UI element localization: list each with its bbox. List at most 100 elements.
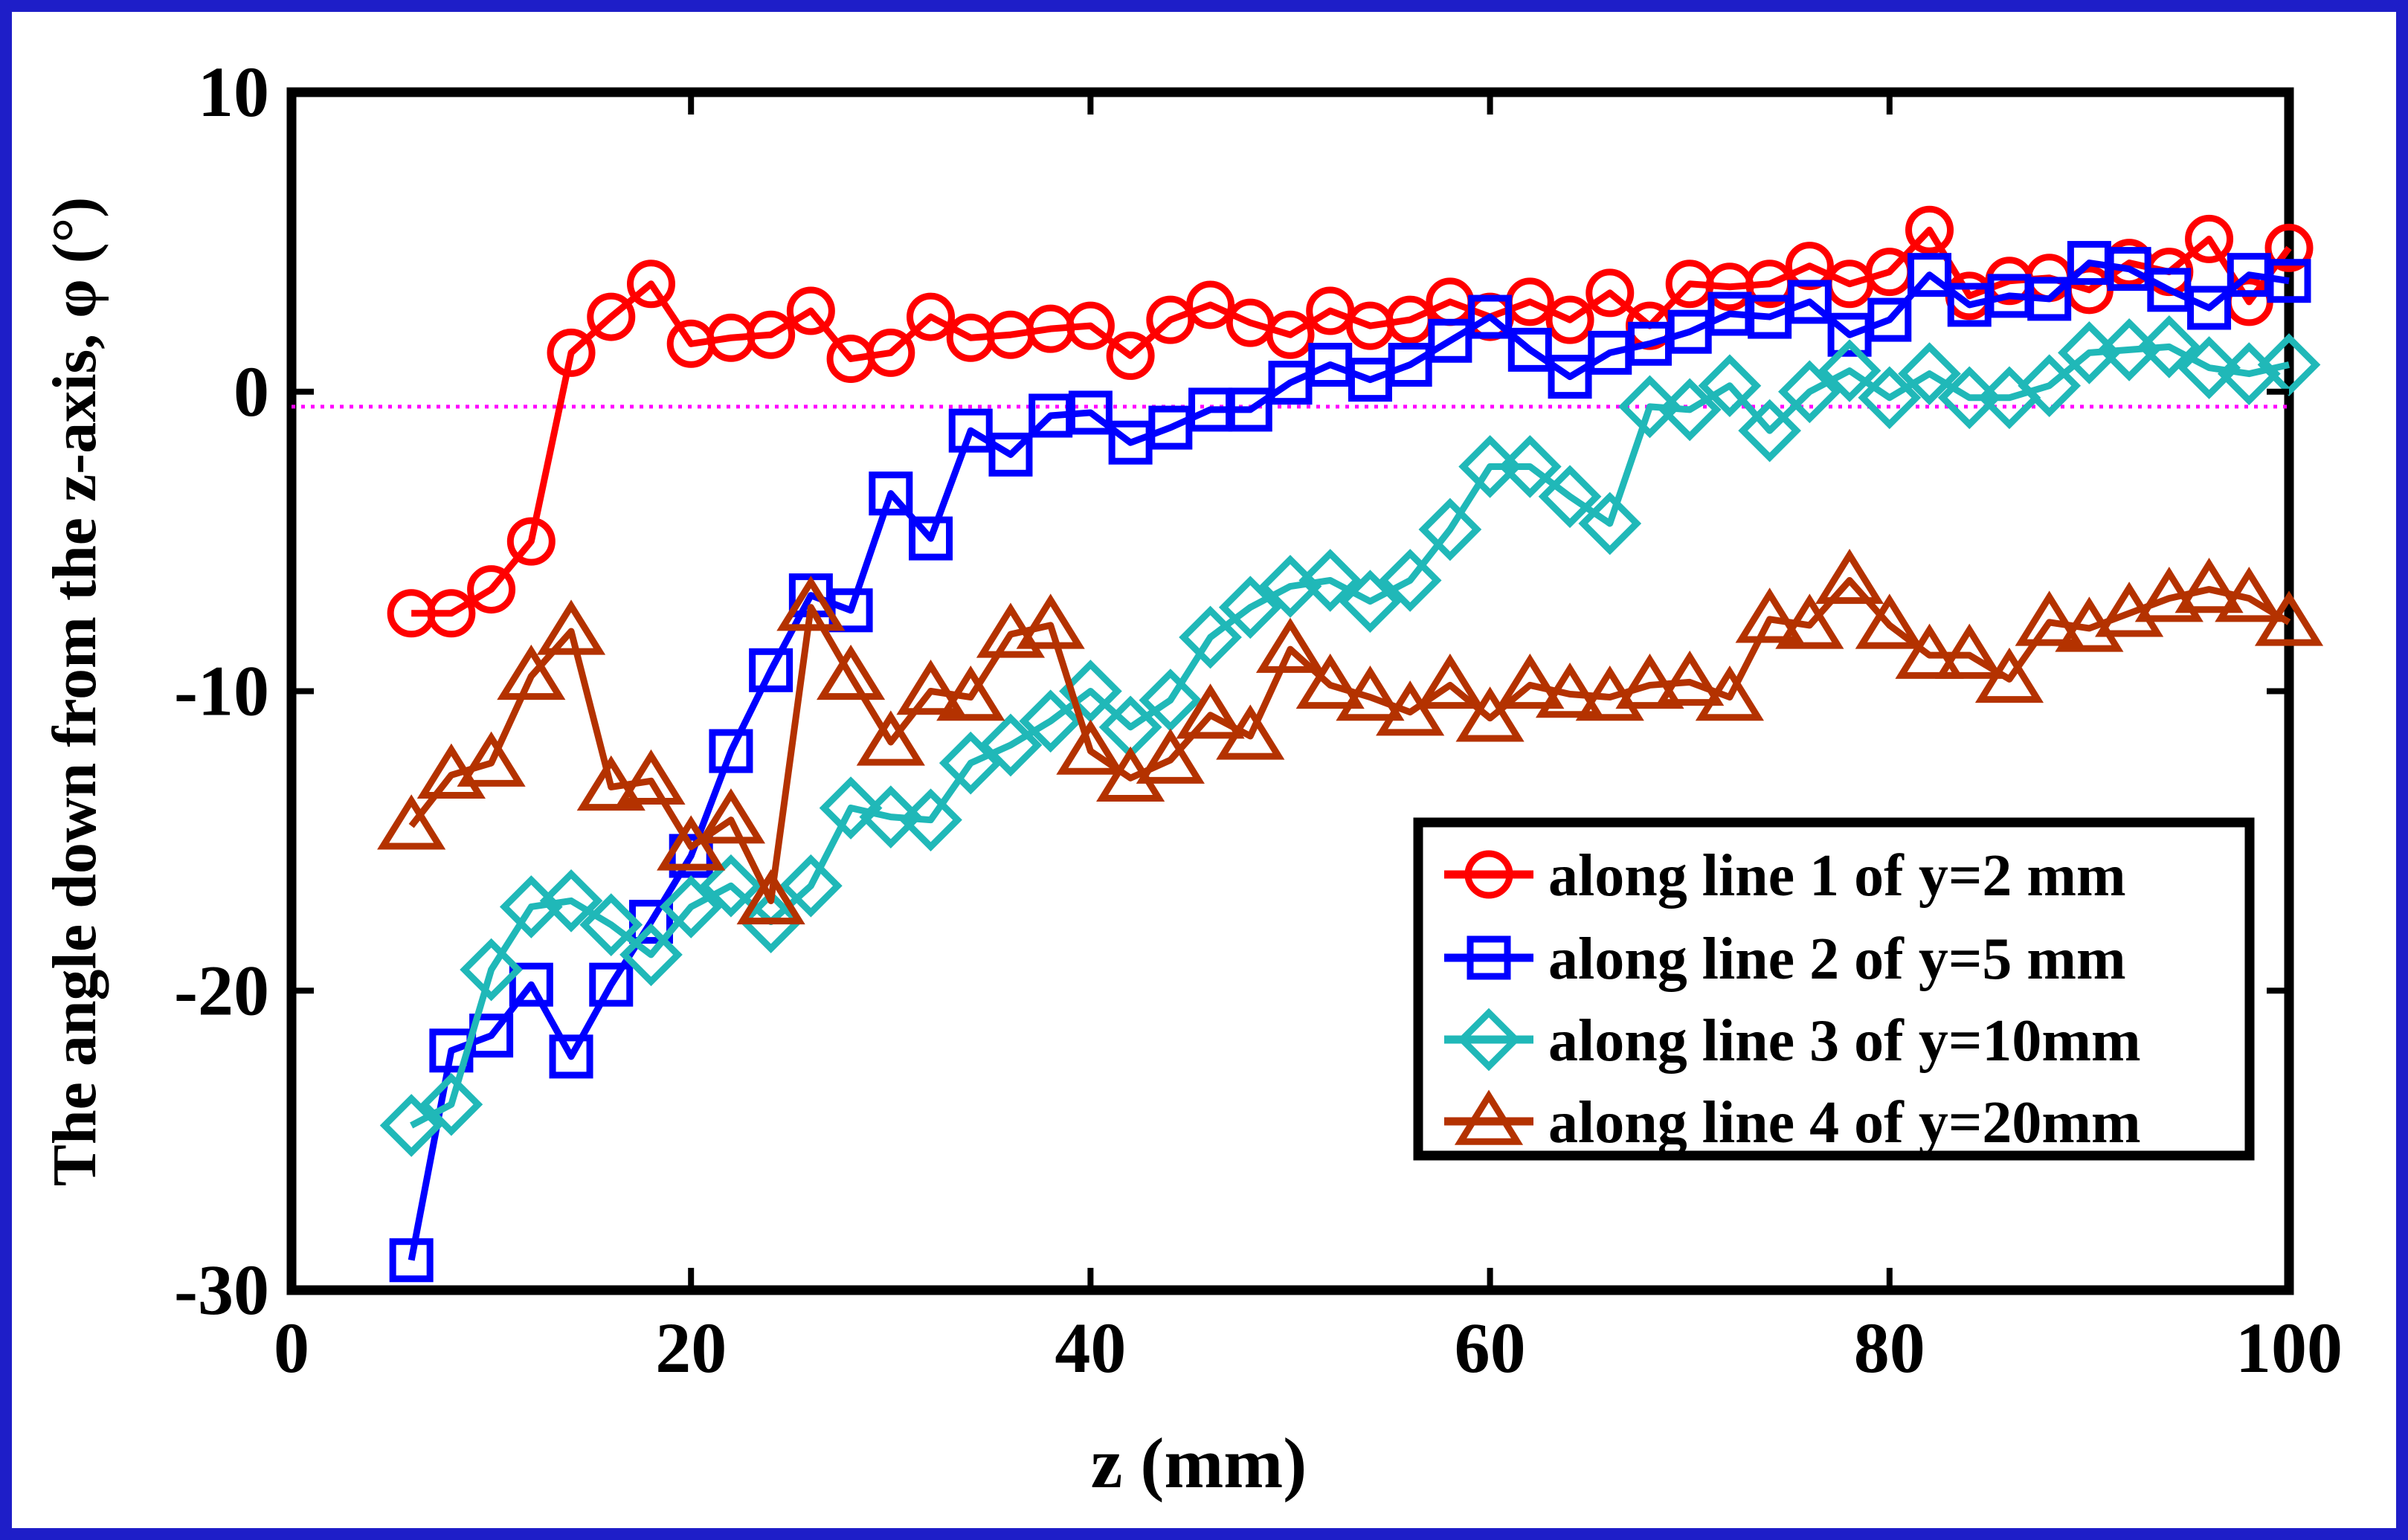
series-layer	[377, 205, 2324, 1283]
series-2-point	[709, 729, 753, 773]
series-3-point	[1418, 497, 1482, 561]
series-4-point	[377, 794, 446, 850]
series-4-point	[696, 788, 766, 844]
series-4-point	[1575, 666, 1644, 721]
series-4-point	[1376, 680, 1445, 736]
series-1-point	[1545, 295, 1594, 344]
series-2-point	[1787, 280, 1832, 324]
series-1-point	[1905, 205, 1954, 254]
series-3-point	[1618, 375, 1681, 439]
series-4-point	[416, 743, 486, 799]
series-2-point	[1548, 355, 1592, 399]
series-4-point	[1935, 623, 2004, 679]
series-2-point	[749, 648, 793, 692]
series-4-point	[1255, 617, 1325, 673]
series-2-point	[909, 516, 953, 561]
series-1-point	[587, 292, 636, 341]
legend-item: along line 4 of y=20mm	[1444, 1089, 2141, 1156]
series-4-point	[2254, 590, 2324, 646]
series-3-point	[1298, 549, 1362, 612]
series-1-point	[786, 286, 835, 335]
series-4-point	[1295, 653, 1365, 709]
series-4-point	[1695, 666, 1765, 721]
series-1-point	[1186, 280, 1235, 329]
series-1-point	[1066, 301, 1115, 350]
series-4-point	[936, 666, 1005, 721]
series-3-point	[899, 788, 962, 852]
series-3-point	[1658, 378, 1722, 442]
series-3-point	[1218, 576, 1282, 639]
series-3-point	[699, 854, 763, 918]
series-2-point	[1228, 387, 1272, 432]
series-2-point	[1428, 318, 1472, 363]
x-tick-label: 100	[2235, 1308, 2343, 1388]
series-4-point	[2174, 558, 2244, 613]
legend-label: along line 4 of y=20mm	[1548, 1090, 2141, 1156]
series-2-point	[2187, 286, 2232, 330]
series-4-point	[1176, 683, 1245, 739]
series-3-point	[1738, 399, 1802, 463]
series-4-point	[976, 602, 1046, 658]
legend-marker	[1454, 1089, 1524, 1145]
series-3	[379, 315, 2321, 1157]
legend-box	[1413, 817, 2255, 1161]
series-3-point	[1378, 549, 1442, 612]
series-4-point	[2215, 567, 2284, 622]
legend: along line 1 of y=2 mm along line 2 of y=…	[1413, 817, 2255, 1161]
series-4-point	[1655, 650, 1725, 706]
series-3-point	[1818, 339, 1881, 402]
series-4-point	[1895, 623, 1964, 679]
series-3-point	[1898, 342, 1961, 405]
series-3-point	[579, 893, 643, 957]
series-3-point	[1019, 689, 1083, 753]
series-3-point	[1858, 366, 1922, 430]
series-3-point	[1498, 435, 1562, 498]
series-3-point	[1179, 605, 1242, 669]
series-1-point	[506, 517, 556, 566]
series-2-point	[389, 1238, 434, 1283]
y-tick-label: -20	[174, 950, 269, 1030]
series-4-point	[1535, 662, 1605, 718]
legend-item: along line 1 of y=2 mm	[1444, 843, 2126, 909]
series-2-point	[589, 962, 634, 1007]
legend-item: along line 2 of y=5 mm	[1444, 927, 2126, 992]
series-3-point	[1139, 668, 1203, 732]
series-1-point	[1266, 310, 1315, 359]
x-axis-label: z (mm)	[1091, 1423, 1307, 1503]
legend-marker	[1464, 850, 1513, 899]
series-4-point	[576, 755, 646, 811]
series-4-point	[816, 644, 886, 700]
series-4-point	[1974, 647, 2044, 703]
series-3-point	[1339, 570, 1402, 634]
series-3-point	[2177, 336, 2241, 399]
series-1-point	[2264, 223, 2314, 272]
series-3-point	[2137, 315, 2201, 378]
series-2-point	[1908, 253, 1952, 297]
series-4	[377, 548, 2324, 925]
series-3-point	[1777, 360, 1841, 424]
series-4-point	[1056, 719, 1125, 775]
x-tick-label: 80	[1854, 1308, 1925, 1388]
series-4-point	[1496, 653, 1565, 709]
series-1-point	[907, 292, 956, 341]
series-4-point	[896, 659, 965, 715]
x-tick-label: 60	[1455, 1308, 1526, 1388]
series-4-point	[657, 815, 726, 871]
series-4-point	[457, 731, 526, 787]
series-1-point	[626, 260, 675, 309]
series-2-point	[2267, 259, 2311, 303]
series-3-point	[859, 785, 923, 849]
series-3-point	[1059, 660, 1122, 723]
tick-layer: 0 20 40 60 80 100 -30 -20 -10 0 10	[174, 52, 2343, 1388]
series-1-point	[427, 589, 476, 638]
legend-label: along line 1 of y=2 mm	[1548, 843, 2126, 909]
series-3-point	[779, 854, 843, 918]
series-1-point	[1306, 286, 1355, 335]
series-1-point	[1785, 242, 1834, 291]
x-tick-label: 20	[655, 1308, 727, 1388]
series-4-point	[776, 576, 846, 631]
y-tick-label: 0	[234, 352, 269, 431]
series-3-point	[739, 890, 803, 953]
series-3-point	[1698, 354, 1762, 418]
